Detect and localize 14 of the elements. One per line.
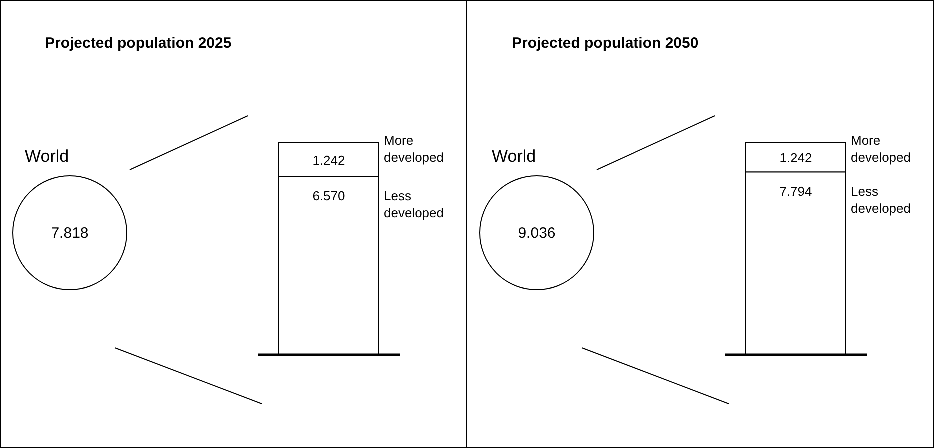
series-label: Less developed: [384, 188, 444, 221]
data-label: 7.818: [51, 225, 89, 242]
series-label: Less developed: [851, 184, 911, 216]
chart-title: Projected population 2050: [512, 35, 699, 52]
series-label: More developed: [851, 133, 911, 165]
series-label: More developed: [384, 133, 444, 165]
slice-label: World: [25, 147, 70, 166]
data-label: 7.794: [780, 184, 812, 200]
slice-label: World: [492, 147, 536, 166]
data-label: 1.242: [312, 152, 346, 168]
chart-title: Projected population 2025: [45, 35, 232, 52]
data-label: 9.036: [518, 225, 556, 242]
data-label: 1.242: [780, 150, 812, 166]
data-label: 6.570: [312, 188, 346, 204]
